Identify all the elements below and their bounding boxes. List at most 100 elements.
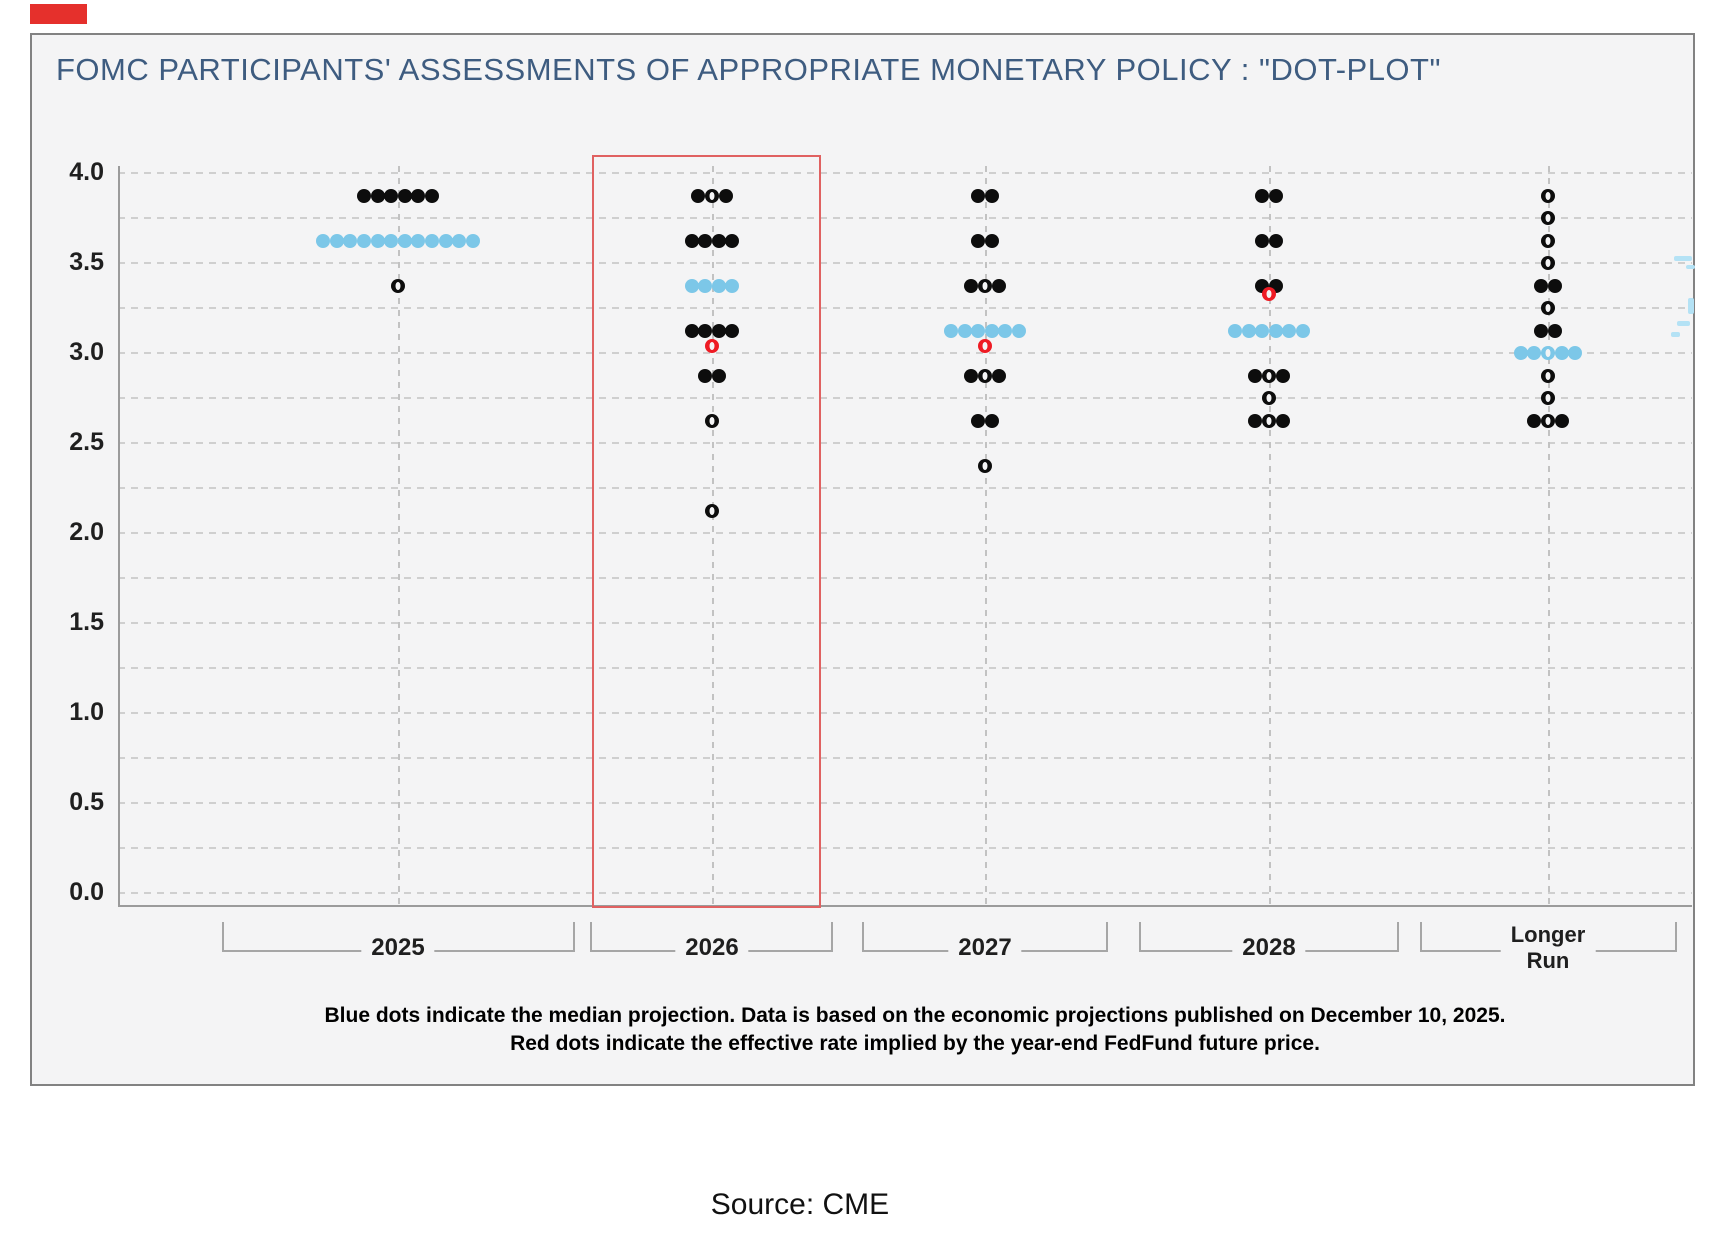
column-gridline xyxy=(1548,166,1550,905)
dot-blue xyxy=(1513,346,1528,360)
x-axis-line xyxy=(118,905,1692,907)
dot-black xyxy=(684,323,699,338)
gridline xyxy=(118,352,1692,354)
dot-black xyxy=(711,323,726,338)
dot-black xyxy=(691,188,706,203)
dot-blue xyxy=(971,323,986,338)
dot-blue xyxy=(384,233,399,248)
gridline xyxy=(118,487,1692,489)
dot-black xyxy=(984,413,999,428)
dot-blue xyxy=(1541,346,1555,360)
y-axis-label: 0.5 xyxy=(69,788,104,816)
gridline xyxy=(118,532,1692,534)
dot-black xyxy=(397,188,412,203)
dot-black xyxy=(984,233,999,248)
dot-black xyxy=(1547,278,1562,293)
dot-black xyxy=(984,188,999,203)
dot-black xyxy=(1534,278,1549,293)
dot-red xyxy=(1262,286,1276,301)
red-corner-mark xyxy=(30,4,87,24)
dot-black xyxy=(1268,233,1283,248)
edge-artifact xyxy=(1674,256,1692,261)
dot-black xyxy=(1527,413,1542,428)
dot-blue xyxy=(411,233,426,248)
edge-artifact xyxy=(1671,332,1680,337)
dot-black xyxy=(978,368,992,383)
dot-blue xyxy=(1568,346,1583,360)
dot-red xyxy=(705,338,719,353)
gridline xyxy=(118,262,1692,264)
x-axis-label: 2027 xyxy=(948,934,1022,962)
dot-blue xyxy=(465,233,480,248)
dot-blue xyxy=(1255,323,1270,338)
dot-black xyxy=(391,278,405,293)
dot-black xyxy=(964,278,979,293)
dot-black xyxy=(971,188,986,203)
dot-black xyxy=(978,458,992,473)
column-gridline xyxy=(1269,166,1271,905)
dot-blue xyxy=(329,233,344,248)
dot-black xyxy=(971,233,986,248)
dot-black xyxy=(1547,323,1562,338)
dot-blue xyxy=(1527,346,1542,360)
x-axis-label: 2028 xyxy=(1232,934,1306,962)
footnote-line-2: Red dots indicate the effective rate imp… xyxy=(510,1032,1320,1055)
gridline xyxy=(118,307,1692,309)
dot-black xyxy=(1262,391,1276,405)
dot-black xyxy=(705,413,719,428)
dot-blue xyxy=(1012,323,1026,338)
dot-black xyxy=(1248,413,1263,428)
dot-blue xyxy=(1228,323,1242,338)
gridline xyxy=(118,442,1692,444)
dot-blue xyxy=(998,323,1013,338)
dot-blue xyxy=(1268,323,1283,338)
x-axis-label: 2026 xyxy=(675,934,749,962)
dot-black xyxy=(1541,391,1555,405)
y-axis-label: 0.0 xyxy=(69,878,104,906)
dot-black xyxy=(1255,233,1270,248)
y-axis-label: 3.0 xyxy=(69,338,104,366)
gridline xyxy=(118,622,1692,624)
dot-black xyxy=(705,188,719,203)
gridline xyxy=(118,397,1692,399)
dot-blue xyxy=(684,278,699,293)
gridline xyxy=(118,892,1692,894)
y-axis-label: 4.0 xyxy=(69,158,104,186)
dot-black xyxy=(1541,233,1555,248)
y-axis-line xyxy=(118,166,120,905)
dot-blue xyxy=(425,233,439,248)
dot-black xyxy=(698,233,713,248)
chart-footnote: Blue dots indicate the median projection… xyxy=(118,1002,1710,1058)
dot-black xyxy=(1248,368,1263,383)
gridline xyxy=(118,757,1692,759)
dot-black xyxy=(425,188,439,203)
gridline xyxy=(118,847,1692,849)
dot-black xyxy=(370,188,385,203)
dot-black xyxy=(964,368,979,383)
column-gridline xyxy=(398,166,400,905)
dot-black xyxy=(978,278,992,293)
gridline xyxy=(118,667,1692,669)
dot-blue xyxy=(1296,323,1310,338)
dot-blue xyxy=(698,278,713,293)
dot-black xyxy=(711,368,726,383)
x-axis-label: Longer Run xyxy=(1500,922,1596,974)
edge-artifact xyxy=(1688,298,1694,314)
dot-black xyxy=(684,233,699,248)
dot-black xyxy=(971,413,986,428)
dot-red xyxy=(978,338,992,353)
dot-blue xyxy=(370,233,385,248)
dot-blue xyxy=(397,233,412,248)
dot-black xyxy=(1541,256,1555,270)
dot-black xyxy=(411,188,426,203)
dot-blue xyxy=(1241,323,1256,338)
gridline xyxy=(118,802,1692,804)
chart-panel xyxy=(30,33,1695,1086)
dot-black xyxy=(1554,413,1569,428)
dot-blue xyxy=(357,233,371,248)
dot-black xyxy=(991,278,1006,293)
dot-black xyxy=(1275,413,1290,428)
dot-blue xyxy=(711,278,726,293)
y-axis-label: 1.5 xyxy=(69,608,104,636)
